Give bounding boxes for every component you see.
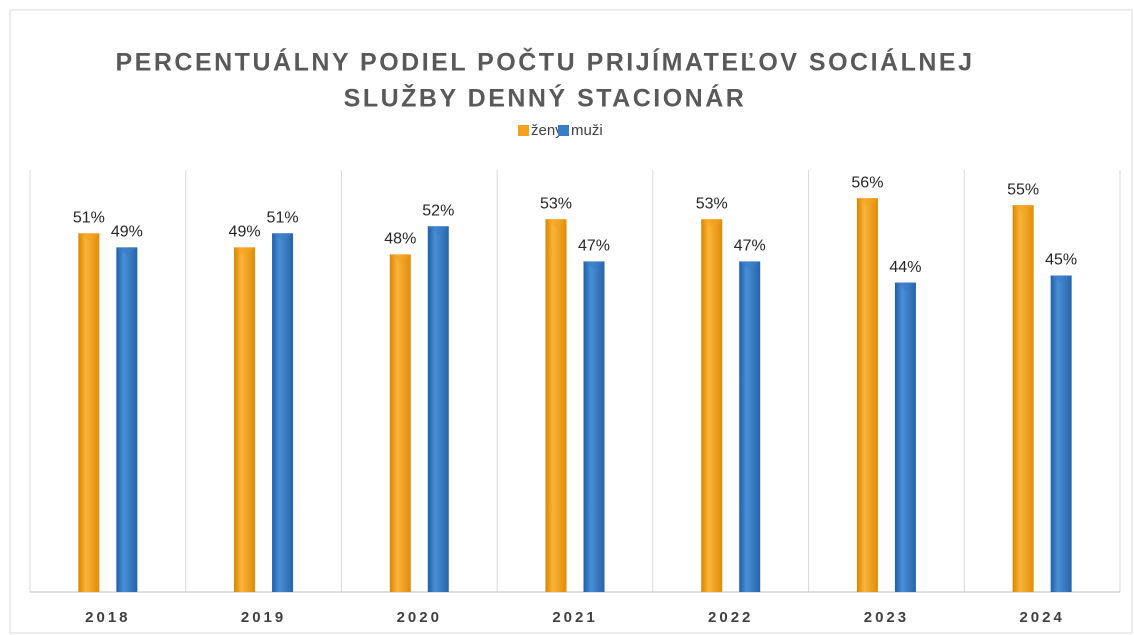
legend-swatch xyxy=(558,125,569,136)
bar-cap xyxy=(739,261,761,270)
chart-border xyxy=(9,9,1133,634)
x-tick-label: 2023 xyxy=(864,609,909,626)
bar xyxy=(234,247,256,592)
x-tick-label: 2020 xyxy=(397,609,442,626)
value-label: 56% xyxy=(851,174,883,191)
bar-cap xyxy=(856,198,878,207)
bar-cap xyxy=(1050,275,1072,284)
bar xyxy=(427,226,449,592)
x-tick-label: 2021 xyxy=(552,609,597,626)
bar-cap xyxy=(1012,205,1034,214)
bar-cap xyxy=(272,233,294,242)
bar xyxy=(739,261,761,592)
bar xyxy=(1050,275,1072,592)
bar xyxy=(583,261,605,592)
x-tick-label: 2018 xyxy=(85,609,130,626)
chart-title: SLUŽBY DENNÝ STACIONÁR xyxy=(344,83,747,113)
bar xyxy=(1012,205,1034,592)
value-label: 52% xyxy=(422,202,454,219)
bar-cap xyxy=(234,247,256,256)
bar-cap xyxy=(427,226,449,235)
legend-label: ženy xyxy=(531,122,563,139)
bar xyxy=(701,219,723,592)
bar-cap xyxy=(78,233,100,242)
bar xyxy=(856,198,878,592)
value-label: 55% xyxy=(1007,181,1039,198)
chart-title: PERCENTUÁLNY PODIEL POČTU PRIJÍMATEĽOV S… xyxy=(116,47,975,77)
value-label: 49% xyxy=(111,224,143,241)
bar xyxy=(78,233,100,593)
x-tick-label: 2024 xyxy=(1019,609,1064,626)
bar-cap xyxy=(583,261,605,270)
bar xyxy=(894,282,916,592)
value-label: 49% xyxy=(229,224,261,241)
value-label: 48% xyxy=(384,231,416,248)
value-label: 47% xyxy=(734,238,766,255)
x-tick-label: 2022 xyxy=(708,609,753,626)
bar-cap xyxy=(894,282,916,291)
bar-cap xyxy=(389,254,411,263)
bar xyxy=(389,254,411,592)
x-tick-label: 2019 xyxy=(241,609,286,626)
value-label: 53% xyxy=(540,195,572,212)
value-label: 51% xyxy=(73,210,105,227)
value-label: 51% xyxy=(267,210,299,227)
bar xyxy=(545,219,567,592)
value-label: 53% xyxy=(696,195,728,212)
legend-swatch xyxy=(518,125,529,136)
value-label: 45% xyxy=(1045,252,1077,269)
bar-cap xyxy=(701,219,723,228)
legend-label: muži xyxy=(571,122,603,139)
bar-cap xyxy=(545,219,567,228)
value-label: 47% xyxy=(578,238,610,255)
bar xyxy=(272,233,294,593)
bar-cap xyxy=(116,247,138,256)
value-label: 44% xyxy=(889,259,921,276)
bar xyxy=(116,247,138,592)
